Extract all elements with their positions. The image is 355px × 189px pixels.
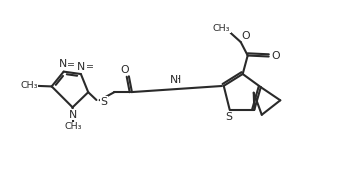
Text: =: = (86, 63, 94, 71)
Text: CH₃: CH₃ (20, 81, 38, 90)
Text: CH₃: CH₃ (213, 23, 230, 33)
Text: S: S (225, 112, 232, 122)
Text: N: N (77, 62, 86, 71)
Text: S: S (100, 97, 107, 107)
Text: =: = (67, 60, 75, 69)
Text: H: H (173, 74, 181, 84)
Text: O: O (271, 51, 279, 61)
Text: N: N (69, 110, 77, 120)
Text: O: O (241, 30, 250, 40)
Text: N: N (170, 75, 178, 85)
Text: CH₃: CH₃ (64, 122, 82, 131)
Text: N: N (59, 59, 67, 69)
Text: O: O (120, 65, 129, 75)
